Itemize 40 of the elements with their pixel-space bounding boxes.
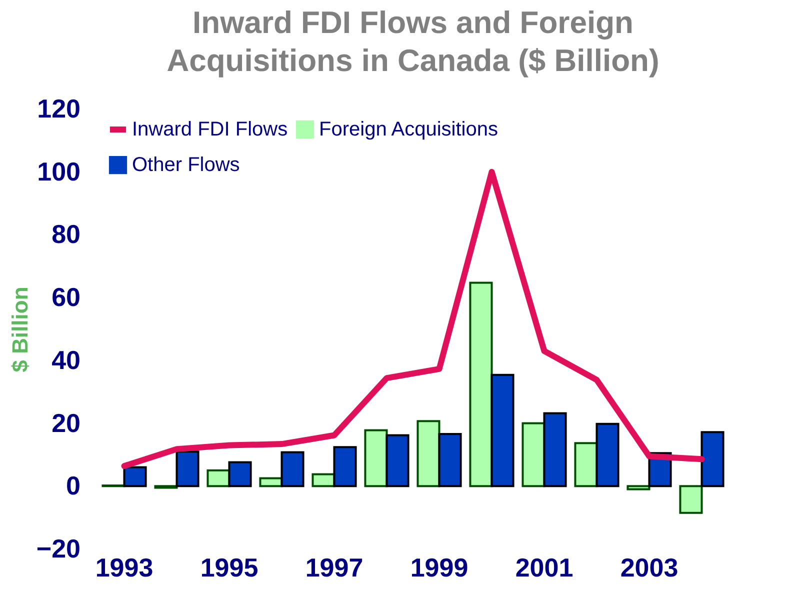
y-axis-title: $ Billion bbox=[7, 286, 32, 372]
y-tick-label: −20 bbox=[36, 534, 80, 564]
x-tick-label: 2003 bbox=[620, 552, 678, 582]
y-tick-label: 80 bbox=[52, 219, 80, 250]
y-tick-label: 120 bbox=[37, 94, 80, 124]
x-tick-label: 1999 bbox=[410, 552, 468, 582]
bar bbox=[490, 374, 514, 488]
legend-label: Inward FDI Flows bbox=[132, 118, 288, 140]
legend-label: Foreign Acquisitions bbox=[319, 118, 498, 140]
bar bbox=[438, 432, 462, 488]
y-tick-label: 100 bbox=[37, 156, 80, 186]
x-tick-label: 1995 bbox=[200, 552, 258, 582]
bar bbox=[386, 434, 410, 488]
bar bbox=[364, 429, 388, 488]
bar bbox=[596, 422, 620, 488]
bar bbox=[416, 420, 440, 488]
chart-title: Inward FDI Flows and Foreign Acquisitions in Canada ($ Billion) bbox=[166, 5, 660, 78]
bar bbox=[259, 477, 283, 488]
bar bbox=[206, 469, 230, 488]
legend-label: Other Flows bbox=[132, 154, 240, 176]
y-tick-label: 40 bbox=[52, 344, 80, 375]
x-tick-label: 1993 bbox=[95, 552, 154, 582]
bar bbox=[280, 451, 304, 488]
x-tick-label: 1997 bbox=[305, 552, 364, 582]
bar bbox=[333, 446, 357, 488]
bar bbox=[469, 282, 493, 488]
bar bbox=[176, 450, 200, 488]
bar bbox=[574, 442, 598, 488]
bar bbox=[543, 412, 567, 488]
bar bbox=[679, 485, 703, 514]
bar bbox=[626, 485, 650, 490]
bar bbox=[123, 466, 147, 488]
bar bbox=[700, 431, 724, 488]
bar bbox=[228, 461, 252, 488]
y-tick-label: 60 bbox=[52, 282, 80, 312]
bar bbox=[312, 473, 336, 488]
x-tick-label: 2001 bbox=[515, 552, 574, 582]
bar bbox=[522, 422, 546, 488]
y-tick-label: 0 bbox=[66, 470, 80, 501]
y-tick-label: 20 bbox=[52, 408, 80, 438]
